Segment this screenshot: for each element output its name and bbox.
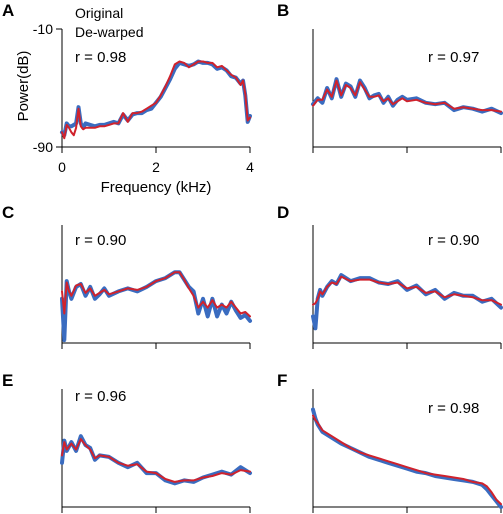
x-tick-label: 4 — [246, 159, 254, 175]
series-dewarped-line — [312, 414, 502, 506]
correlation-annotation: r = 0.90 — [75, 232, 126, 249]
correlation-annotation: r = 0.98 — [75, 49, 126, 66]
correlation-annotation: r = 0.90 — [428, 232, 479, 249]
series-dewarped-line — [61, 60, 251, 140]
panel-label: A — [2, 1, 14, 20]
legend: Original De-warped — [75, 5, 143, 40]
panel-label: E — [2, 371, 13, 390]
panel-b: Br = 0.97 — [277, 1, 503, 153]
panel-c: Cr = 0.90 — [2, 203, 252, 349]
series-original-line — [311, 77, 503, 116]
series-original-line — [60, 270, 252, 343]
panel-label: C — [2, 203, 14, 222]
series-dewarped-line — [312, 275, 502, 306]
x-tick-label: 2 — [152, 159, 160, 175]
correlation-annotation: r = 0.97 — [428, 49, 479, 66]
series-original-line — [60, 59, 252, 138]
panel-label: B — [277, 1, 289, 20]
panel-d: Dr = 0.90 — [277, 203, 503, 349]
series-original-line — [311, 407, 503, 509]
x-axis-label: Frequency (kHz) — [101, 179, 212, 196]
series-dewarped-line — [61, 271, 251, 318]
legend-entry-dewarped: De-warped — [75, 24, 143, 40]
series-original-line — [60, 434, 252, 486]
x-tick-label: 0 — [58, 159, 66, 175]
series-original-line — [311, 273, 503, 331]
correlation-annotation: r = 0.96 — [75, 388, 126, 405]
series-dewarped-line — [312, 79, 502, 113]
panel-label: F — [277, 371, 287, 390]
panel-e: Er = 0.96 — [2, 371, 252, 513]
series-dewarped-line — [61, 438, 251, 483]
legend-entry-original: Original — [75, 5, 123, 21]
panel-a: Ar = 0.98 0 2 4 -90 -10 Frequency (kHz) Power(d… — [2, 1, 254, 196]
panel-label: D — [277, 203, 289, 222]
panel-f: Fr = 0.98 — [277, 371, 503, 513]
y-axis-label: Power(dB) — [15, 51, 32, 122]
y-tick-label: -10 — [33, 21, 53, 37]
y-tick-label: -90 — [33, 139, 53, 155]
correlation-annotation: r = 0.98 — [428, 400, 479, 417]
